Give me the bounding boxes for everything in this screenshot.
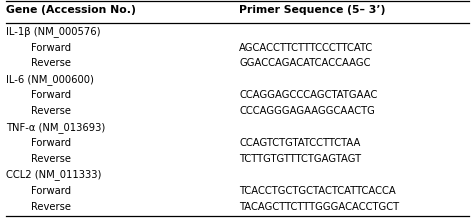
Text: AGCACCTTCTTTCCCTTCATC: AGCACCTTCTTTCCCTTCATC [239,43,374,53]
Text: CCAGGAGCCCAGCTATGAAC: CCAGGAGCCCAGCTATGAAC [239,90,378,100]
Text: Gene (Accession No.): Gene (Accession No.) [6,5,136,15]
Text: Reverse: Reverse [31,106,71,116]
Text: GGACCAGACATCACCAAGC: GGACCAGACATCACCAAGC [239,58,371,68]
Text: TNF-α (NM_013693): TNF-α (NM_013693) [6,122,105,133]
Text: Reverse: Reverse [31,202,71,212]
Text: TACAGCTTCTTTGGGACACCTGCT: TACAGCTTCTTTGGGACACCTGCT [239,202,400,212]
Text: Reverse: Reverse [31,154,71,164]
Text: TCTTGTGTTTCTGAGTAGT: TCTTGTGTTTCTGAGTAGT [239,154,362,164]
Text: Forward: Forward [31,43,71,53]
Text: CCCAGGGAGAAGGCAACTG: CCCAGGGAGAAGGCAACTG [239,106,375,116]
Text: TCACCTGCTGCTACTCATTCACCA: TCACCTGCTGCTACTCATTCACCA [239,186,396,196]
Text: Forward: Forward [31,138,71,148]
Text: Primer Sequence (5– 3’): Primer Sequence (5– 3’) [239,5,386,15]
Text: IL-1β (NM_000576): IL-1β (NM_000576) [6,26,100,37]
Text: Forward: Forward [31,90,71,100]
Text: Forward: Forward [31,186,71,196]
Text: CCAGTCTGTATCCTTCTAA: CCAGTCTGTATCCTTCTAA [239,138,361,148]
Text: Reverse: Reverse [31,58,71,68]
Text: CCL2 (NM_011333): CCL2 (NM_011333) [6,169,101,180]
Text: IL-6 (NM_000600): IL-6 (NM_000600) [6,74,94,85]
